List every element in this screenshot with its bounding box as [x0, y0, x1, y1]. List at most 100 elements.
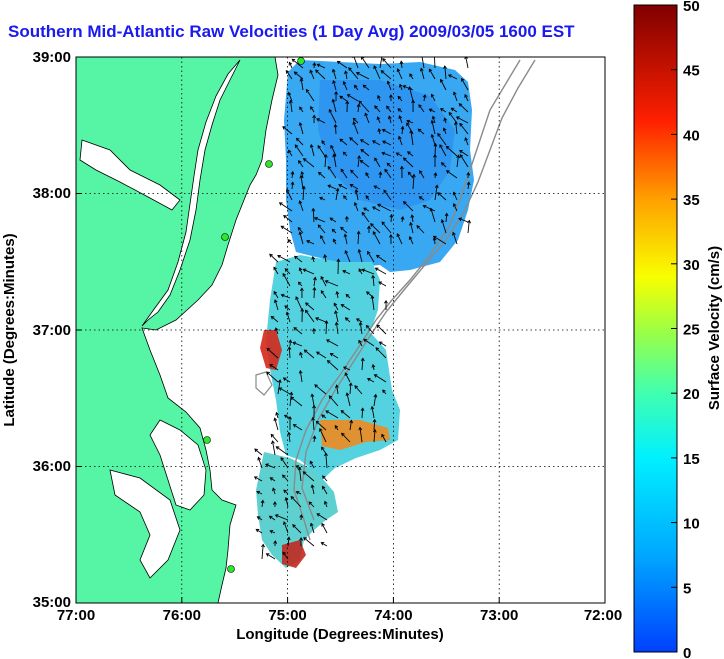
velocity-vector-head — [282, 521, 287, 525]
velocity-vector — [335, 188, 339, 201]
velocity-vector — [320, 235, 326, 245]
velocity-vector-head — [314, 384, 318, 388]
velocity-vector-head — [284, 305, 289, 309]
velocity-vector — [465, 57, 469, 69]
velocity-vector — [377, 116, 381, 124]
velocity-vector — [445, 213, 448, 223]
velocity-vector-head — [286, 188, 290, 193]
velocity-vector-head — [352, 117, 357, 122]
velocity-vector-head — [373, 65, 377, 70]
velocity-vector — [343, 195, 348, 201]
velocity-vector — [288, 62, 293, 69]
velocity-vector-head — [458, 217, 463, 222]
velocity-vector-head — [459, 150, 463, 154]
grid — [76, 57, 605, 603]
velocity-vector — [257, 516, 263, 521]
velocity-vector-head — [361, 268, 366, 273]
velocity-vector-head — [310, 105, 314, 110]
colorbar-tick-label: 0 — [683, 645, 691, 659]
velocity-vector-head — [340, 304, 345, 308]
velocity-vector-head — [366, 291, 370, 295]
velocity-vector-head — [365, 172, 369, 176]
velocity-vector-head — [334, 310, 338, 314]
velocity-vector — [320, 276, 327, 287]
velocity-vector-head — [406, 119, 411, 124]
velocity-vector-head — [303, 349, 308, 353]
velocity-vector-head — [344, 372, 349, 377]
velocity-vector-head — [372, 418, 377, 423]
velocity-vector-head — [269, 477, 274, 481]
velocity-vector — [300, 175, 304, 190]
bathymetry-contour — [293, 59, 521, 541]
velocity-vector — [412, 174, 415, 190]
velocity-vector-head — [371, 274, 376, 279]
velocity-vector — [301, 171, 304, 179]
x-tick-label: 77:00 — [57, 607, 95, 624]
velocity-vector — [314, 384, 327, 395]
velocity-vector-head — [396, 68, 401, 73]
velocity-vector-head — [395, 152, 400, 156]
colorbar-tick-label: 15 — [683, 451, 700, 468]
velocity-vector-head — [297, 226, 302, 231]
velocity-vector-head — [355, 318, 360, 322]
x-tick-label: 72:00 — [584, 607, 622, 624]
velocity-vector-head — [345, 215, 349, 220]
velocity-vector — [361, 212, 370, 223]
y-tick-label: 39:00 — [33, 49, 71, 66]
velocity-vector — [379, 341, 387, 347]
velocity-vector — [343, 366, 351, 371]
velocity-vector-head — [331, 68, 336, 73]
velocity-vector — [324, 254, 327, 263]
velocity-vector — [341, 432, 351, 443]
velocity-vector-head — [330, 144, 334, 149]
velocity-vector-head — [306, 240, 310, 244]
velocity-vector — [287, 239, 293, 245]
velocity-vector-head — [293, 327, 298, 331]
velocity-vector-head — [353, 201, 358, 206]
velocity-vector-head — [305, 88, 310, 93]
velocity-vector-head — [409, 221, 413, 226]
velocity-vector — [325, 453, 328, 469]
velocity-vector — [299, 122, 304, 135]
velocity-vector — [330, 145, 337, 157]
velocity-vector-head — [375, 347, 380, 351]
velocity-vector — [458, 103, 469, 113]
velocity-vector — [374, 105, 381, 113]
velocity-vector — [456, 116, 469, 124]
velocity-vector — [342, 270, 351, 275]
velocity-vector — [365, 172, 370, 179]
velocity-vector — [459, 150, 469, 157]
colorbar-tick-label: 35 — [683, 192, 700, 209]
velocity-vector — [310, 523, 315, 534]
velocity-vector-head — [464, 57, 469, 60]
velocity-vector — [313, 287, 315, 299]
velocity-vector — [273, 267, 279, 275]
velocity-vector-head — [297, 281, 302, 286]
velocity-vector-head — [452, 231, 456, 236]
velocity-vector-head — [294, 255, 298, 260]
velocity-vector-head — [381, 433, 385, 438]
velocity-vector — [275, 327, 279, 335]
velocity-vector — [281, 294, 291, 299]
velocity-vector-head — [452, 203, 457, 207]
velocity-vector — [418, 104, 425, 113]
velocity-vector — [440, 108, 447, 113]
velocity-vector — [313, 436, 316, 443]
velocity-vector-head — [383, 189, 387, 194]
bathymetry-contour-2 — [301, 59, 536, 521]
velocity-vector — [430, 208, 436, 223]
velocity-vector — [448, 74, 458, 80]
velocity-vector — [254, 448, 263, 456]
velocity-vector-head — [443, 117, 448, 122]
velocity-vector — [325, 320, 328, 335]
velocity-vector — [388, 116, 392, 124]
velocity-vector-head — [406, 122, 410, 127]
velocity-vector — [316, 351, 327, 359]
velocity-vector — [386, 105, 392, 113]
velocity-vector-head — [266, 347, 271, 352]
velocity-vector — [379, 57, 383, 69]
velocity-vector — [373, 394, 377, 407]
velocity-vector-head — [331, 228, 336, 233]
x-tick-label: 75:00 — [268, 607, 306, 624]
velocity-vector — [343, 151, 348, 157]
